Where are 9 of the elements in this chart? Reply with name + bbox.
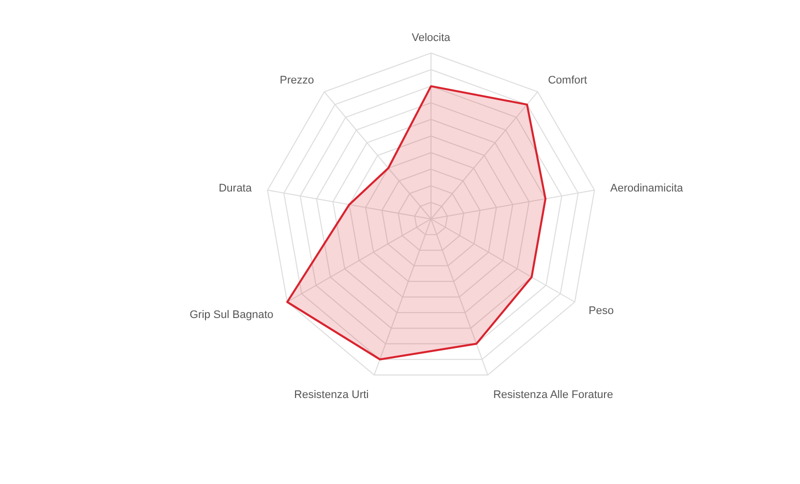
spoke-label: Aerodinamicita [610,182,684,194]
spoke-label: Grip Sul Bagnato [190,309,274,321]
spoke-label: Resistenza Urti [294,389,369,402]
spoke-label: Resistenza Alle Forature [493,389,614,402]
spoke-label: Durata [218,182,253,194]
spoke-label: Peso [588,305,614,317]
spoke-label: Comfort [548,74,588,87]
spoke-label: Velocita [412,32,452,44]
spoke-label: Prezzo [280,74,314,87]
